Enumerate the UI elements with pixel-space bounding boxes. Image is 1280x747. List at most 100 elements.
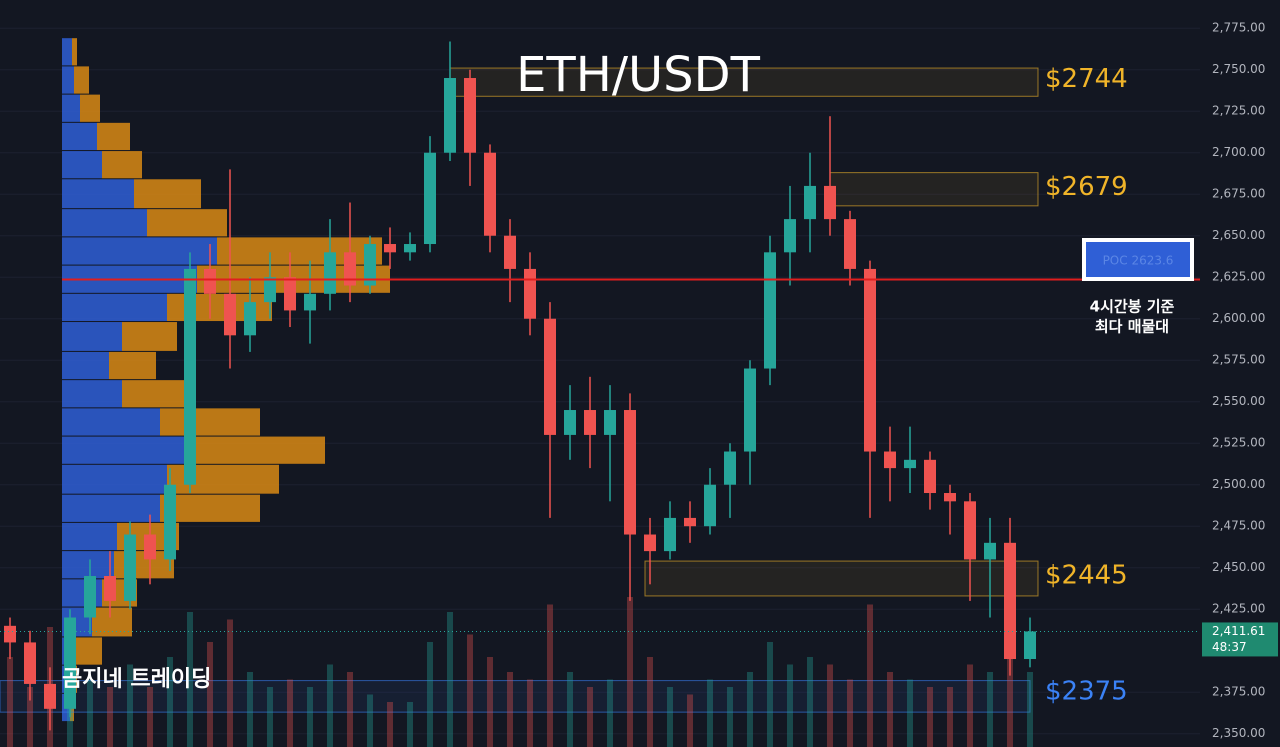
volume-bar bbox=[147, 687, 153, 747]
profile-sell bbox=[80, 94, 100, 122]
zone bbox=[644, 560, 1039, 597]
zone-label: $2679 bbox=[1045, 172, 1128, 202]
profile-buy bbox=[62, 322, 122, 351]
volume-bar bbox=[707, 679, 713, 747]
profile-sell bbox=[97, 122, 130, 151]
candle-body bbox=[904, 459, 916, 469]
volume-bar bbox=[487, 657, 493, 747]
candle-body bbox=[604, 410, 616, 435]
y-tick-label: 2,625.00 bbox=[1212, 270, 1265, 284]
volume-bar bbox=[1027, 672, 1033, 747]
profile-buy bbox=[62, 522, 117, 551]
candle-body bbox=[744, 368, 756, 452]
candle-body bbox=[144, 534, 156, 560]
candle-body bbox=[964, 501, 976, 560]
profile-buy bbox=[62, 464, 167, 494]
y-tick-label: 2,500.00 bbox=[1212, 477, 1265, 491]
last-price-label: 2,411.61 bbox=[1212, 624, 1265, 638]
volume-bar bbox=[207, 642, 213, 747]
candle-body bbox=[224, 293, 236, 336]
y-tick-label: 2,650.00 bbox=[1212, 228, 1265, 242]
profile-buy bbox=[62, 179, 134, 209]
candle-body bbox=[424, 152, 436, 245]
candle-body bbox=[364, 244, 376, 286]
volume-bar bbox=[367, 694, 373, 747]
volume-bar bbox=[787, 664, 793, 747]
poc-box bbox=[1082, 238, 1194, 281]
y-tick-label: 2,525.00 bbox=[1212, 436, 1265, 450]
candle-body bbox=[64, 617, 76, 709]
profile-buy bbox=[62, 66, 74, 94]
poc-note: 4시간봉 기준 bbox=[1090, 298, 1175, 316]
profile-sell bbox=[74, 66, 89, 94]
profile-buy bbox=[62, 551, 114, 579]
zone-label: $2445 bbox=[1045, 561, 1128, 591]
volume-bar bbox=[547, 604, 553, 747]
candle-body bbox=[444, 78, 456, 153]
volume-bar bbox=[167, 657, 173, 747]
volume-bar bbox=[187, 612, 193, 747]
profile-sell bbox=[192, 436, 325, 464]
y-tick-label: 2,575.00 bbox=[1212, 353, 1265, 367]
volume-bar bbox=[887, 672, 893, 747]
candle-body bbox=[624, 410, 636, 535]
volume-bar bbox=[747, 672, 753, 747]
candle-body bbox=[684, 517, 696, 527]
candle-body bbox=[304, 293, 316, 311]
candle-body bbox=[104, 576, 116, 601]
volume-bar bbox=[927, 687, 933, 747]
profile-buy bbox=[62, 351, 109, 380]
candle-body bbox=[344, 252, 356, 286]
candle-body bbox=[844, 219, 856, 269]
y-tick-label: 2,750.00 bbox=[1212, 62, 1265, 76]
candle-body bbox=[284, 277, 296, 311]
y-tick-label: 2,375.00 bbox=[1212, 685, 1265, 699]
profile-buy bbox=[62, 408, 160, 436]
candle-body bbox=[724, 451, 736, 485]
y-tick-label: 2,675.00 bbox=[1212, 187, 1265, 201]
profile-buy bbox=[62, 237, 217, 265]
volume-bar bbox=[727, 687, 733, 747]
profile-sell bbox=[72, 38, 77, 66]
zone-label: $2744 bbox=[1045, 64, 1128, 94]
candle-body bbox=[184, 268, 196, 485]
volume-bar bbox=[247, 672, 253, 747]
volume-bar bbox=[867, 604, 873, 747]
candle-body bbox=[984, 542, 996, 560]
profile-sell bbox=[122, 322, 177, 351]
profile-sell bbox=[92, 607, 132, 637]
volume-bar bbox=[7, 657, 13, 747]
profile-buy bbox=[62, 94, 80, 122]
candle-body bbox=[264, 277, 276, 303]
volume-bar bbox=[587, 687, 593, 747]
candle-body bbox=[484, 152, 496, 236]
volume-bar bbox=[967, 664, 973, 747]
last-price-tag bbox=[1202, 622, 1278, 657]
profile-sell bbox=[134, 179, 201, 209]
volume-bar bbox=[347, 672, 353, 747]
profile-sell bbox=[122, 380, 187, 408]
volume-bar bbox=[647, 657, 653, 747]
volume-bar bbox=[267, 687, 273, 747]
candle-body bbox=[524, 268, 536, 319]
profile-buy bbox=[62, 151, 102, 179]
profile-buy bbox=[62, 293, 167, 322]
volume-bar bbox=[27, 687, 33, 747]
candle-body bbox=[44, 683, 56, 709]
candle-body bbox=[764, 252, 776, 369]
zone-label: $2375 bbox=[1045, 677, 1128, 707]
candle-body bbox=[464, 78, 476, 153]
volume-bar bbox=[127, 664, 133, 747]
volume-bar bbox=[987, 672, 993, 747]
volume-bar bbox=[227, 619, 233, 747]
candle-body bbox=[164, 484, 176, 560]
profile-buy bbox=[62, 209, 147, 237]
candle-body bbox=[944, 493, 956, 502]
profile-sell bbox=[160, 494, 260, 522]
candle-body bbox=[24, 642, 36, 684]
candle-body bbox=[4, 625, 16, 643]
candle-body bbox=[124, 534, 136, 601]
volume-bar bbox=[847, 679, 853, 747]
volume-bar bbox=[1007, 657, 1013, 747]
